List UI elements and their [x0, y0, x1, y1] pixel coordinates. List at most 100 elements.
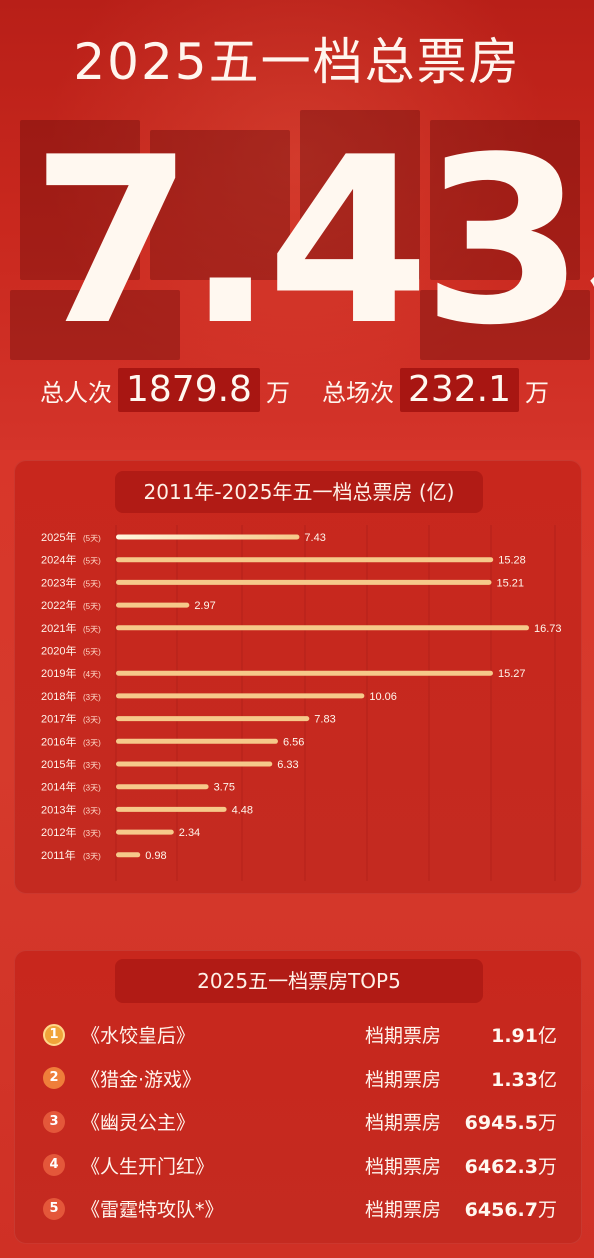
days-label: (3天) — [83, 784, 101, 793]
gross-value: 6462.3万 — [465, 1152, 557, 1179]
total-box-office-unit: 亿 — [589, 250, 594, 328]
gross-value: 6456.7万 — [465, 1195, 557, 1222]
bar-value-label: 2.34 — [179, 827, 200, 839]
bar — [116, 852, 141, 858]
total-box-office-value: 7.43 — [30, 109, 585, 376]
film-title: 《人生开门红》 — [81, 1155, 215, 1178]
rank-badge: 4 — [43, 1154, 65, 1177]
bar — [116, 557, 494, 563]
bar-row: 2017年 (3天) 7.83 — [41, 712, 336, 726]
viewers-unit: 万 — [265, 378, 290, 407]
bar — [116, 784, 209, 790]
hero-banner: 2025五一档总票房 7.43 亿 总人次 1879.8 万 总场次 232.1… — [0, 0, 594, 450]
rank-badge: 2 — [43, 1067, 65, 1090]
chart-title: 2011年-2025年五一档总票房 (亿) — [115, 471, 483, 513]
gross-number: 1.91 — [491, 1025, 538, 1048]
bar-value-label: 15.21 — [496, 577, 524, 589]
year-label: 2014年 — [41, 780, 76, 794]
bar-row: 2013年 (3天) 4.48 — [41, 802, 253, 816]
days-label: (3天) — [83, 761, 101, 770]
gross-value: 6945.5万 — [465, 1108, 557, 1135]
bar — [116, 602, 190, 608]
viewers-label: 总人次 — [40, 378, 112, 407]
bar-row: 2018年 (3天) 10.06 — [41, 689, 397, 703]
days-label: (3天) — [83, 693, 101, 702]
background-poster — [430, 120, 580, 280]
bar-value-label: 2.97 — [194, 600, 215, 612]
days-label: (4天) — [83, 670, 101, 679]
year-label: 2017年 — [41, 712, 76, 726]
bar-value-label: 0.98 — [145, 850, 166, 862]
top5-panel: 2025五一档票房TOP5 1 《水饺皇后》 档期票房 1.91亿 2 《猎金·游戏》 档期… — [14, 950, 582, 1244]
days-label: (3天) — [83, 716, 101, 725]
days-label: (5天) — [83, 534, 101, 543]
bar-row: 2012年 (3天) 2.34 — [41, 825, 200, 839]
bar-row: 2016年 (3天) 6.56 — [41, 734, 304, 748]
gross-unit: 亿 — [537, 1068, 557, 1091]
days-label: (3天) — [83, 852, 101, 861]
bar-row: 2025年 (5天) 7.43 — [41, 530, 326, 544]
bar-row: 2020年 (5天) — [41, 644, 101, 658]
rank-badge: 5 — [43, 1197, 65, 1220]
top5-list: 1 《水饺皇后》 档期票房 1.91亿 2 《猎金·游戏》 档期票房 1.33亿 3 《幽灵公主》… — [15, 1013, 583, 1231]
film-title: 《水饺皇后》 — [81, 1025, 196, 1048]
bar — [116, 625, 529, 631]
bar-value-label: 7.43 — [304, 532, 325, 544]
gross-number: 6456.7 — [464, 1199, 538, 1222]
top5-row: 2 《猎金·游戏》 档期票房 1.33亿 — [15, 1057, 583, 1101]
bar-row: 2024年 (5天) 15.28 — [41, 553, 526, 567]
year-label: 2019年 — [41, 666, 76, 680]
year-label: 2021年 — [41, 621, 76, 635]
year-label: 2023年 — [41, 575, 76, 589]
year-label: 2013年 — [41, 802, 76, 816]
gross-unit: 万 — [537, 1199, 557, 1222]
film-title: 《猎金·游戏》 — [81, 1068, 202, 1091]
gross-label: 档期票房 — [365, 1199, 442, 1222]
year-label: 2015年 — [41, 757, 76, 771]
year-label: 2025年 — [41, 530, 76, 544]
days-label: (5天) — [83, 625, 101, 634]
top5-row: 3 《幽灵公主》 档期票房 6945.5万 — [15, 1100, 583, 1144]
gross-number: 1.33 — [491, 1068, 538, 1091]
background-poster — [150, 130, 290, 280]
days-label: (3天) — [83, 806, 101, 815]
background-poster — [10, 290, 180, 360]
screenings-label: 总场次 — [321, 378, 394, 407]
bar — [116, 670, 493, 676]
days-label: (5天) — [83, 648, 101, 657]
bar-row: 2021年 (5天) 16.73 — [41, 621, 562, 635]
total-box-office: 7.43 亿 — [31, 108, 594, 358]
screenings-value: 232.1 — [399, 368, 520, 412]
page-title: 2025五一档总票房 — [73, 33, 521, 91]
bar-value-label: 6.56 — [283, 736, 304, 748]
bar-value-label: 15.27 — [498, 668, 526, 680]
days-label: (5天) — [83, 557, 101, 566]
bar-row: 2014年 (3天) 3.75 — [41, 780, 235, 794]
days-label: (5天) — [83, 579, 101, 588]
gross-value: 1.91亿 — [491, 1021, 557, 1048]
bar-value-label: 6.33 — [277, 759, 298, 771]
year-label: 2024年 — [41, 553, 76, 567]
bar-value-label: 7.83 — [314, 714, 335, 726]
rank-badge: 1 — [43, 1023, 65, 1046]
bar — [116, 738, 278, 744]
bar-row: 2022年 (5天) 2.97 — [41, 598, 216, 612]
gross-label: 档期票房 — [365, 1068, 442, 1091]
bar-row: 2015年 (3天) 6.33 — [41, 757, 299, 771]
year-label: 2020年 — [41, 644, 76, 658]
year-label: 2018年 — [41, 689, 76, 703]
days-label: (3天) — [83, 829, 101, 838]
bar-value-label: 16.73 — [534, 623, 562, 635]
history-bar-chart: 2025年 (5天) 7.43 2024年 (5天) 15.28 2023年 (5天) 15.2… — [41, 525, 562, 881]
year-label: 2016年 — [41, 734, 76, 748]
gross-label: 档期票房 — [365, 1112, 442, 1135]
gross-unit: 亿 — [537, 1025, 557, 1048]
top5-row: 5 《雷霆特攻队*》 档期票房 6456.7万 — [15, 1187, 583, 1231]
bar-value-label: 15.28 — [498, 555, 526, 567]
bar — [116, 579, 492, 585]
gross-number: 6945.5 — [464, 1112, 538, 1135]
bar-row: 2011年 (3天) 0.98 — [41, 848, 167, 862]
bar-row: 2019年 (4天) 15.27 — [41, 666, 525, 680]
gross-unit: 万 — [537, 1112, 557, 1135]
bar — [116, 761, 273, 767]
